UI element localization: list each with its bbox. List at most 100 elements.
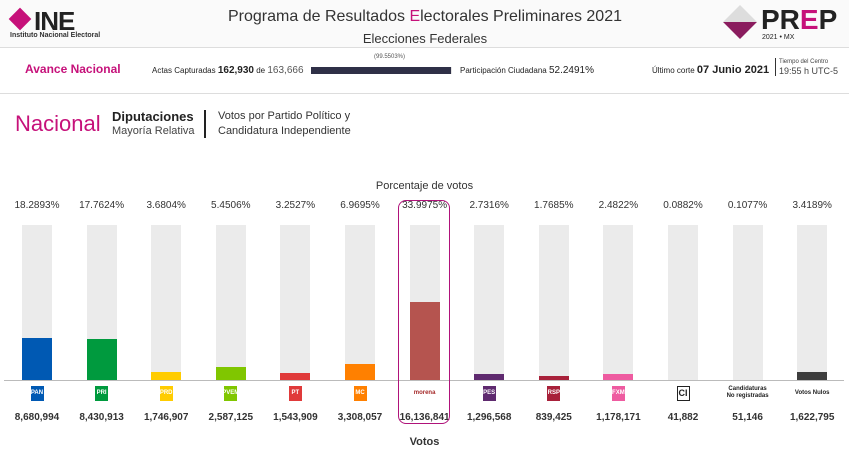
participacion-value: 52.2491% bbox=[548, 65, 595, 76]
actas-de: de bbox=[256, 66, 266, 75]
bar-column[interactable]: 1.7685% RSP 839,425 bbox=[522, 200, 586, 423]
party-logo: morena bbox=[393, 384, 457, 402]
bar-column[interactable]: 3.6804% PRD 1,746,907 bbox=[134, 200, 198, 423]
bar-track bbox=[22, 225, 52, 380]
bar-column[interactable]: 5.4506% PVEM 2,587,125 bbox=[199, 200, 263, 423]
bar-track bbox=[215, 225, 246, 380]
desc-line: Votos por Partido Político y bbox=[218, 110, 351, 122]
vote-count: 8,680,994 bbox=[14, 412, 60, 423]
percent-label: 3.2527% bbox=[275, 200, 316, 211]
avance-nacional-label: Avance Nacional bbox=[25, 62, 121, 76]
election-subtype: Mayoría Relativa bbox=[112, 125, 195, 137]
party-logo: RSP bbox=[522, 384, 586, 402]
ine-diamond-icon bbox=[8, 7, 32, 31]
progress-fill bbox=[311, 67, 452, 74]
bar-column[interactable]: 3.4189% Votos Nulos 1,622,795 bbox=[780, 200, 844, 423]
vote-count: 2,587,125 bbox=[208, 412, 254, 423]
party-logo: Candidaturas No registradas bbox=[716, 384, 780, 402]
progress-bar-section: Avance Nacional Actas Capturadas 162,930… bbox=[0, 48, 849, 94]
prep-year: 2021 • MX bbox=[762, 34, 795, 41]
chart-title: Porcentaje de votos bbox=[375, 180, 474, 192]
bar-track bbox=[538, 225, 569, 380]
page-subtitle: Elecciones Federales bbox=[362, 31, 488, 46]
party-logo-icon: PRD bbox=[159, 385, 173, 401]
actas-count: 162,930 bbox=[217, 65, 254, 76]
label-text: Votos Nulos bbox=[794, 389, 830, 396]
bar-column[interactable]: 18.2893% PAN 8,680,994 bbox=[5, 200, 69, 423]
vote-count: 1,622,795 bbox=[789, 412, 835, 423]
party-logo: PAN bbox=[5, 384, 69, 402]
label-text: Candidaturas No registradas bbox=[726, 386, 769, 399]
percent-label: 1.7685% bbox=[534, 200, 574, 211]
bar-column[interactable]: 3.2527% PT 1,543,909 bbox=[263, 200, 327, 423]
bar bbox=[538, 375, 569, 380]
party-logo: PVEM bbox=[199, 384, 263, 402]
prep-part: P bbox=[818, 4, 838, 35]
percent-label: 2.7316% bbox=[469, 200, 509, 211]
bar-track bbox=[797, 225, 828, 380]
party-logo-icon: PRI bbox=[95, 385, 109, 401]
prep-logo-icon bbox=[723, 5, 757, 39]
bar-track bbox=[86, 225, 117, 380]
vote-count: 839,425 bbox=[535, 412, 572, 423]
bar-track bbox=[409, 225, 440, 380]
party-logo: FXM bbox=[586, 384, 650, 402]
vote-count: 1,543,909 bbox=[273, 412, 318, 423]
bar-column[interactable]: 0.0882% CI 41,882 bbox=[651, 200, 715, 423]
title-part: Programa de Resultados bbox=[228, 8, 410, 25]
percent-label: 3.4189% bbox=[792, 200, 832, 211]
bar-track bbox=[474, 225, 505, 380]
page-title: Programa de Resultados Electorales Preli… bbox=[200, 8, 650, 26]
bar bbox=[215, 367, 246, 380]
bar-column[interactable]: 0.1077% Candidaturas No registradas 51,1… bbox=[716, 200, 780, 423]
bar-track bbox=[345, 225, 375, 380]
prep-wordmark: PREP bbox=[761, 4, 837, 36]
ci-logo-icon: CI bbox=[676, 385, 690, 401]
vote-count: 41,882 bbox=[667, 412, 699, 423]
bar-track bbox=[280, 225, 311, 380]
party-logo-icon: RSP bbox=[547, 385, 561, 401]
election-type: Diputaciones bbox=[112, 109, 194, 124]
percent-label: 5.4506% bbox=[211, 200, 251, 211]
actas-progress-bar bbox=[311, 67, 452, 74]
title-part: E bbox=[409, 8, 421, 25]
party-logo: CI bbox=[651, 384, 715, 402]
participacion-label: Participación Ciudadana bbox=[460, 66, 547, 75]
bar-column[interactable]: 2.7316% PES 1,296,568 bbox=[457, 200, 521, 423]
chart-baseline bbox=[4, 380, 844, 381]
party-logo: PES bbox=[457, 384, 521, 402]
vote-count: 16,136,841 bbox=[399, 412, 450, 423]
bar bbox=[22, 338, 52, 380]
morena-logo-icon: morena bbox=[413, 389, 436, 396]
desc-line: Candidatura Independiente bbox=[218, 125, 351, 137]
actas-percent: (99.5503%) bbox=[374, 54, 406, 60]
actas-label: Actas Capturadas bbox=[152, 66, 216, 75]
tz-time: 19:55 h UTC-5 bbox=[779, 66, 839, 76]
vote-count: 1,746,907 bbox=[143, 412, 189, 423]
bar-track bbox=[732, 225, 763, 380]
bar-track bbox=[151, 225, 182, 380]
percent-label: 6.9695% bbox=[340, 200, 380, 211]
bar bbox=[797, 372, 828, 380]
prep-part: E bbox=[799, 4, 819, 35]
vote-count: 3,308,057 bbox=[337, 412, 383, 423]
percent-label: 33.9975% bbox=[402, 200, 448, 211]
party-logo-icon: PES bbox=[482, 385, 496, 401]
percent-label: 0.1077% bbox=[727, 200, 768, 211]
bar bbox=[86, 339, 117, 380]
bar-column[interactable]: 33.9975% morena 16,136,841 bbox=[393, 200, 457, 423]
tz-label: Tiempo del Centro bbox=[779, 59, 829, 65]
bar-column[interactable]: 6.9695% MC 3,308,057 bbox=[328, 200, 392, 423]
ultimo-corte: Último corte 07 Junio 2021 bbox=[652, 64, 769, 76]
x-axis-label: Votos bbox=[409, 436, 440, 448]
bar bbox=[280, 372, 311, 380]
percent-label: 17.7624% bbox=[79, 200, 125, 211]
corte-date: 07 Junio 2021 bbox=[696, 64, 770, 76]
header: INE Instituto Nacional Electoral Program… bbox=[0, 0, 849, 48]
section-description: Votos por Partido Político y Candidatura … bbox=[218, 109, 351, 139]
bar bbox=[345, 364, 375, 380]
bar bbox=[474, 373, 505, 380]
percent-label: 0.0882% bbox=[663, 200, 703, 211]
bar-column[interactable]: 17.7624% PRI 8,430,913 bbox=[70, 200, 134, 423]
bar-column[interactable]: 2.4822% FXM 1,178,171 bbox=[586, 200, 650, 423]
